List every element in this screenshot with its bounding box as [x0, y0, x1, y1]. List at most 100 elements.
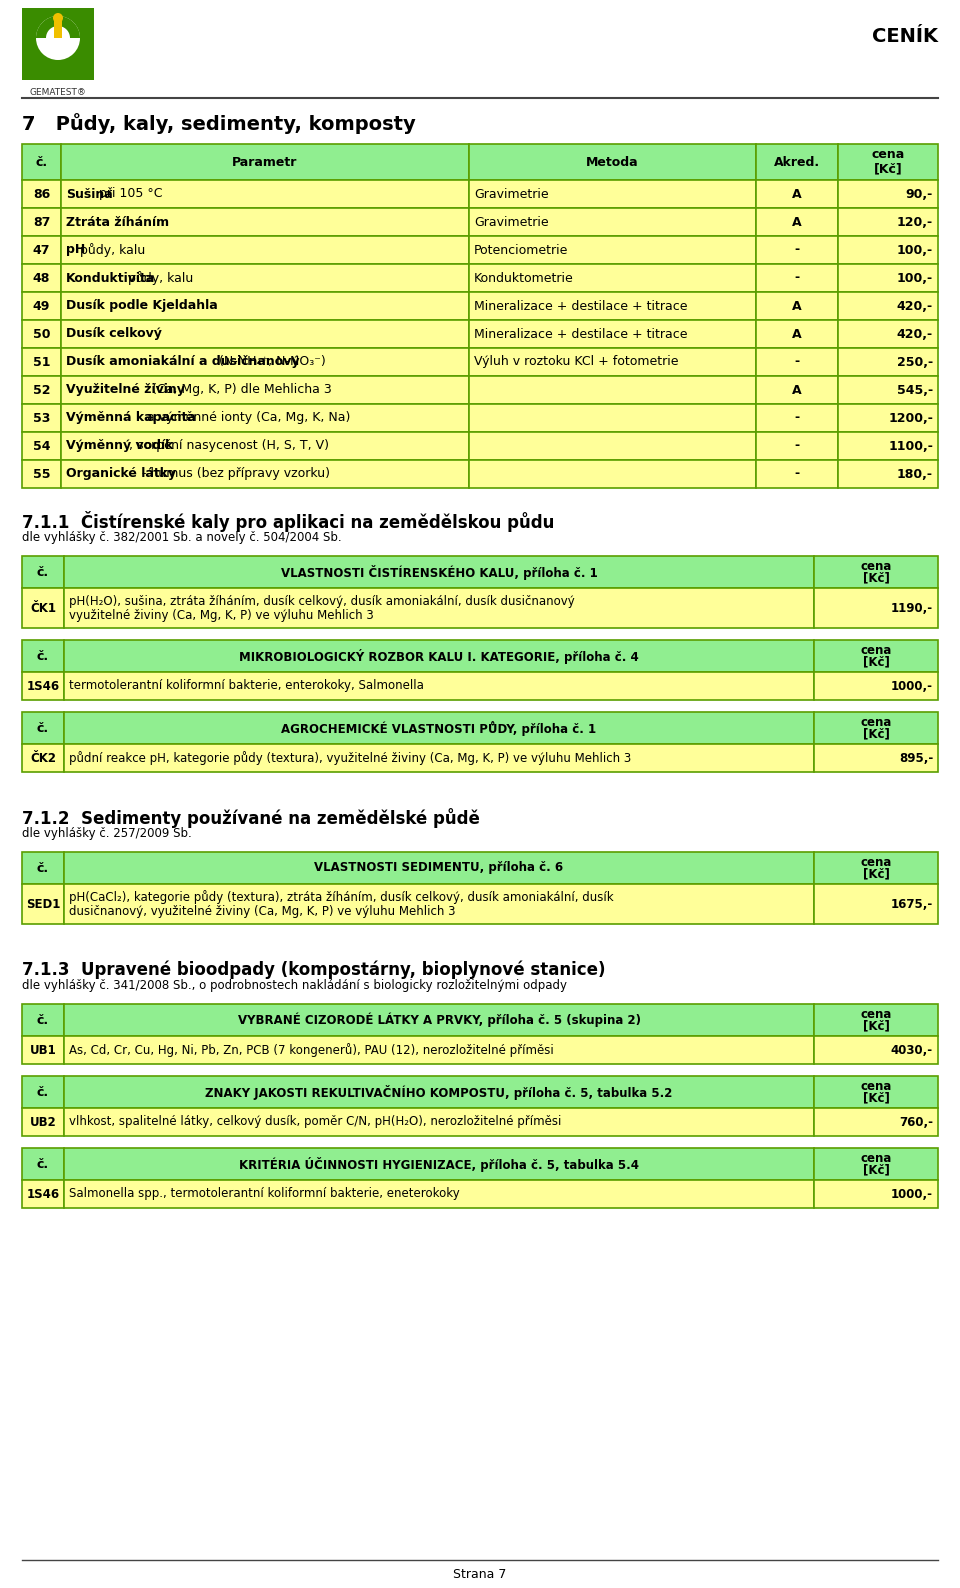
Text: 1190,-: 1190,- — [891, 602, 933, 615]
Bar — [64, 1148, 814, 1180]
Text: ČK1: ČK1 — [30, 602, 56, 615]
Text: Metoda: Metoda — [587, 156, 638, 168]
Bar — [756, 432, 838, 461]
Bar — [838, 179, 938, 208]
Bar — [814, 672, 938, 700]
Bar — [838, 321, 938, 348]
Text: Strana 7: Strana 7 — [453, 1567, 507, 1580]
Text: -: - — [795, 356, 800, 368]
Bar — [54, 17, 62, 38]
Bar — [22, 208, 61, 237]
Bar — [838, 292, 938, 321]
Text: 48: 48 — [33, 272, 50, 284]
Bar — [814, 711, 938, 745]
Bar — [22, 145, 61, 179]
Bar — [22, 885, 64, 924]
Bar — [469, 179, 756, 208]
Bar — [838, 432, 938, 461]
Text: A: A — [792, 383, 802, 397]
Bar — [22, 1077, 64, 1108]
Text: 86: 86 — [33, 187, 50, 200]
Text: [Kč]: [Kč] — [863, 656, 889, 669]
Bar — [469, 208, 756, 237]
Text: č.: č. — [36, 649, 49, 662]
Text: 420,-: 420,- — [897, 300, 933, 313]
Text: pH(H₂O), sušina, ztráta žíháním, dusík celkový, dusík amoniakální, dusík dusična: pH(H₂O), sušina, ztráta žíháním, dusík c… — [69, 594, 575, 608]
Text: dle vyhlášky č. 341/2008 Sb., o podrobnostech nakládání s biologicky rozložiteln: dle vyhlášky č. 341/2008 Sb., o podrobno… — [22, 980, 567, 992]
Text: -: - — [795, 243, 800, 257]
Text: Organické látky: Organické látky — [66, 467, 176, 481]
Bar — [61, 376, 469, 403]
Text: č.: č. — [36, 1086, 49, 1099]
Text: UB2: UB2 — [30, 1115, 57, 1129]
Bar — [22, 1180, 64, 1208]
Text: Výměnný vodík: Výměnný vodík — [66, 440, 174, 453]
Bar — [64, 745, 814, 772]
Text: 100,-: 100,- — [897, 243, 933, 257]
Text: Konduktivita: Konduktivita — [66, 272, 156, 284]
Bar — [61, 321, 469, 348]
Bar — [814, 1148, 938, 1180]
Text: 7.1.2  Sedimenty používané na zemědělské půdě: 7.1.2 Sedimenty používané na zemědělské … — [22, 808, 480, 827]
Bar — [22, 432, 61, 461]
Bar — [838, 403, 938, 432]
Text: KRITÉRIA ÚČINNOSTI HYGIENIZACE, příloha č. 5, tabulka 5.4: KRITÉRIA ÚČINNOSTI HYGIENIZACE, příloha … — [239, 1156, 639, 1172]
Bar — [64, 1035, 814, 1064]
Bar — [838, 237, 938, 264]
Bar — [814, 588, 938, 627]
Text: půdní reakce pH, kategorie půdy (textura), využitelné živiny (Ca, Mg, K, P) ve v: půdní reakce pH, kategorie půdy (textura… — [69, 751, 632, 765]
Text: [Kč]: [Kč] — [863, 572, 889, 584]
Circle shape — [36, 16, 80, 60]
Text: ZNAKY JAKOSTI REKULTIVAČNÍHO KOMPOSTU, příloha č. 5, tabulka 5.2: ZNAKY JAKOSTI REKULTIVAČNÍHO KOMPOSTU, p… — [205, 1085, 673, 1099]
Text: č.: č. — [36, 721, 49, 735]
Text: 1200,-: 1200,- — [888, 411, 933, 424]
Text: půdy, kalu: půdy, kalu — [124, 272, 193, 284]
Text: Potenciometrie: Potenciometrie — [474, 243, 568, 257]
Bar — [22, 672, 64, 700]
Text: cena: cena — [860, 1151, 892, 1164]
Text: 52: 52 — [33, 383, 50, 397]
Text: 1000,-: 1000,- — [891, 1188, 933, 1201]
Text: 49: 49 — [33, 300, 50, 313]
Bar — [61, 432, 469, 461]
Bar — [838, 145, 938, 179]
Text: ČK2: ČK2 — [30, 751, 56, 764]
Bar — [814, 745, 938, 772]
Bar — [61, 145, 469, 179]
Bar — [756, 264, 838, 292]
Bar — [838, 264, 938, 292]
Text: 54: 54 — [33, 440, 50, 453]
Text: - humus (bez přípravy vzorku): - humus (bez přípravy vzorku) — [138, 467, 330, 481]
Text: 1675,-: 1675,- — [891, 897, 933, 910]
Text: -: - — [795, 272, 800, 284]
Text: A: A — [792, 216, 802, 229]
Text: 760,-: 760,- — [899, 1115, 933, 1129]
Bar — [22, 376, 61, 403]
Text: [Kč]: [Kč] — [863, 727, 889, 740]
Bar — [22, 1108, 64, 1135]
Bar — [22, 461, 61, 488]
Bar — [22, 1004, 64, 1035]
Bar — [814, 556, 938, 588]
Text: Mineralizace + destilace + titrace: Mineralizace + destilace + titrace — [474, 327, 687, 340]
Text: 50: 50 — [33, 327, 50, 340]
Bar — [756, 376, 838, 403]
Text: 7.1.3  Upravené bioodpady (kompostárny, bioplynové stanice): 7.1.3 Upravené bioodpady (kompostárny, b… — [22, 961, 606, 980]
Bar — [61, 237, 469, 264]
Text: 47: 47 — [33, 243, 50, 257]
Text: pH: pH — [66, 243, 85, 257]
Bar — [64, 853, 814, 885]
Bar — [64, 672, 814, 700]
Text: 120,-: 120,- — [897, 216, 933, 229]
Text: cena: cena — [872, 149, 904, 162]
Text: Dusík celkový: Dusík celkový — [66, 327, 162, 340]
Bar — [469, 264, 756, 292]
Text: dusičnanový, využitelné živiny (Ca, Mg, K, P) ve výluhu Mehlich 3: dusičnanový, využitelné živiny (Ca, Mg, … — [69, 905, 455, 918]
Bar — [64, 556, 814, 588]
Bar — [756, 321, 838, 348]
Bar — [838, 348, 938, 376]
Text: A: A — [792, 187, 802, 200]
Bar — [61, 264, 469, 292]
Text: [Kč]: [Kč] — [863, 867, 889, 880]
Bar — [469, 145, 756, 179]
